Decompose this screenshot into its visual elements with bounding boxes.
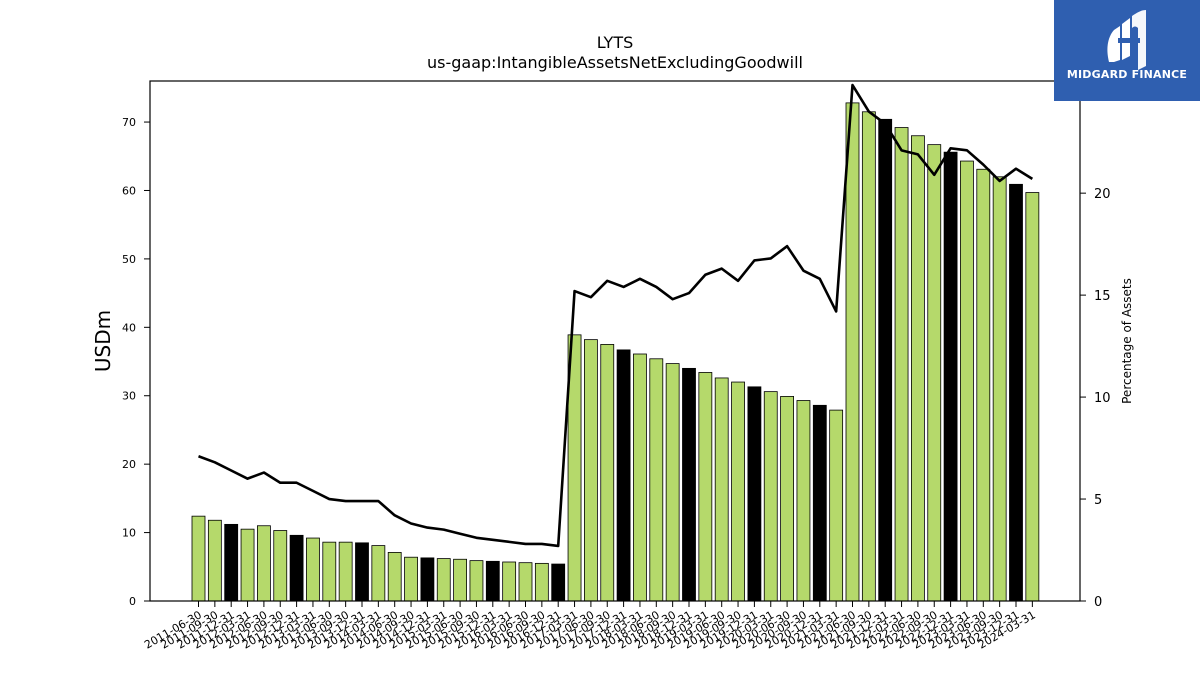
bar	[256, 525, 271, 602]
bar	[633, 353, 647, 602]
y-tick-label: 20	[122, 458, 136, 471]
bar	[404, 556, 418, 602]
bar	[812, 404, 827, 602]
bar	[469, 560, 484, 602]
bar	[306, 537, 320, 602]
y-axis-label: USDm	[91, 310, 115, 372]
bar	[894, 127, 909, 602]
bar	[502, 561, 517, 602]
bar	[747, 386, 762, 602]
chart-subtitle: us-gaap:IntangibleAssetsNetExcludingGood…	[427, 53, 803, 72]
bar	[780, 396, 794, 602]
y-tick-label: 30	[122, 390, 136, 403]
bar	[584, 339, 598, 602]
y2-axis-label: Percentage of Assets	[1120, 278, 1134, 404]
y-tick-label: 70	[122, 116, 136, 129]
bar	[976, 168, 991, 602]
bar	[911, 135, 925, 602]
y2-tick-label: 10	[1094, 391, 1111, 406]
y2-tick-label: 20	[1094, 187, 1111, 202]
bar	[992, 176, 1007, 602]
brand-name: MIDGARD FINANCE	[1066, 68, 1188, 81]
bar	[485, 560, 500, 602]
bar	[551, 563, 566, 602]
bar	[453, 558, 468, 602]
bar	[289, 534, 304, 602]
bar	[273, 530, 288, 602]
bar	[731, 381, 745, 602]
bar	[1009, 183, 1023, 602]
bar	[322, 541, 337, 602]
bar	[436, 558, 451, 602]
percentage-line	[198, 83, 1034, 548]
bar	[534, 562, 549, 602]
bar	[338, 541, 353, 602]
bar	[682, 367, 696, 602]
chart-title: LYTS	[597, 33, 634, 52]
bar	[829, 409, 844, 602]
bar	[355, 542, 369, 602]
bar	[371, 545, 386, 602]
bar	[796, 400, 811, 602]
bar	[191, 515, 206, 602]
y2-tick-label: 15	[1094, 289, 1111, 304]
bar	[518, 562, 533, 602]
bar	[960, 160, 974, 602]
y2-tick-label: 5	[1094, 493, 1102, 508]
y-tick-label: 40	[122, 321, 136, 334]
y2-tick-label: 0	[1094, 595, 1102, 610]
bar	[616, 349, 631, 602]
bar	[207, 519, 222, 602]
bar	[240, 528, 255, 602]
bar	[698, 372, 713, 602]
bar	[927, 144, 942, 602]
bar	[861, 111, 876, 602]
bar	[1025, 192, 1040, 602]
bar	[224, 523, 239, 602]
bar	[665, 363, 680, 602]
bar	[600, 344, 615, 602]
bar	[387, 552, 402, 602]
bar	[845, 102, 860, 602]
bar	[763, 391, 778, 602]
bar	[943, 151, 958, 602]
bar	[420, 557, 435, 602]
y-tick-label: 60	[122, 184, 136, 197]
plot-frame	[149, 80, 1081, 602]
bar	[649, 358, 664, 602]
bar	[878, 118, 893, 602]
bar	[714, 377, 729, 602]
midgard-mh-logo-icon	[1107, 10, 1146, 70]
brand-logo: MIDGARD FINANCE	[1054, 0, 1200, 101]
y-tick-label: 0	[129, 595, 136, 608]
y-tick-label: 50	[122, 253, 136, 266]
y-tick-label: 10	[122, 527, 136, 540]
